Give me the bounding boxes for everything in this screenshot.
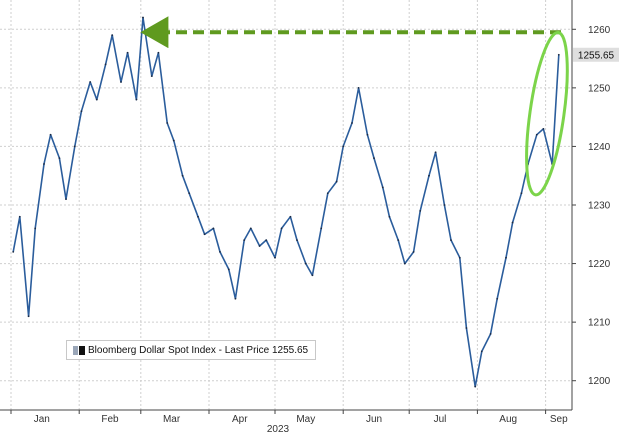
data-point (104, 63, 107, 66)
legend-swatch (73, 345, 85, 355)
data-point (311, 274, 314, 277)
x-tick-labels: Jan Feb Mar Apr May Jun Jul Aug Sep (10, 410, 568, 425)
data-point (65, 198, 67, 201)
x-tick-label: Mar (163, 414, 181, 425)
legend-label: Bloomberg Dollar Spot Index - Last Price… (88, 344, 309, 356)
data-point (381, 186, 384, 189)
data-point (18, 215, 21, 218)
data-point (428, 174, 430, 177)
data-point (203, 233, 206, 236)
x-tick-label: Jun (366, 414, 382, 425)
data-point (296, 239, 298, 242)
data-point (304, 262, 307, 265)
data-point (43, 163, 45, 165)
data-point (342, 145, 345, 148)
x-tick-label: Jul (434, 414, 447, 425)
data-point (289, 215, 292, 218)
data-point (274, 256, 276, 259)
data-point (58, 157, 61, 160)
x-tick-label: Sep (550, 414, 568, 425)
data-point (212, 227, 215, 230)
y-tick-label: 1210 (588, 318, 611, 329)
data-point (489, 332, 492, 335)
data-point (188, 192, 191, 195)
data-point (234, 297, 237, 300)
data-point (126, 51, 129, 54)
data-point (419, 209, 422, 212)
data-point (111, 34, 114, 37)
series-layer (12, 16, 560, 388)
data-point (412, 250, 415, 253)
data-point (458, 256, 461, 259)
x-year-label: 2023 (267, 424, 290, 435)
gridlines (0, 0, 572, 410)
data-point (542, 127, 545, 130)
data-point (326, 192, 329, 195)
x-tick-label: Aug (499, 414, 517, 425)
data-point (397, 239, 400, 242)
data-point (496, 297, 499, 300)
y-tick-label: 1230 (588, 201, 611, 212)
data-point (474, 385, 477, 388)
last-value-badge: 1255.65 (573, 47, 619, 62)
highlight-ellipse (525, 30, 569, 197)
data-point (443, 204, 446, 206)
data-point (219, 250, 221, 253)
data-point (12, 250, 15, 253)
series-line (12, 16, 560, 388)
data-point (249, 227, 252, 230)
data-point (157, 51, 160, 54)
x-tick-label: May (296, 414, 315, 425)
data-point (280, 227, 283, 230)
data-point (172, 139, 175, 142)
y-tick-label: 1220 (588, 259, 611, 270)
data-point (181, 174, 184, 177)
data-point (135, 98, 138, 101)
data-point (197, 215, 199, 218)
data-point (403, 262, 406, 265)
data-point (366, 133, 369, 136)
data-point (388, 215, 391, 218)
x-tick-label: Apr (232, 414, 248, 425)
data-point (120, 81, 122, 83)
data-point (80, 110, 83, 113)
data-point (511, 221, 514, 224)
last-value-label: 1255.65 (578, 50, 615, 61)
data-point (520, 192, 523, 195)
data-point (227, 268, 230, 271)
y-tick-label: 1240 (588, 142, 611, 153)
y-tick-label: 1260 (588, 25, 611, 36)
data-point (320, 227, 323, 230)
data-point (150, 75, 153, 78)
data-point (142, 16, 144, 19)
data-point (557, 53, 560, 56)
x-tick-label: Jan (34, 414, 50, 425)
x-tick-label: Feb (101, 414, 119, 425)
data-point (258, 245, 261, 247)
legend: Bloomberg Dollar Spot Index - Last Price… (66, 340, 316, 360)
data-point (49, 133, 52, 136)
data-point (505, 256, 507, 259)
data-point (89, 81, 92, 83)
data-point (243, 239, 246, 242)
data-point (27, 315, 30, 318)
y-tick-labels: 1200 1210 1220 1230 1240 1250 1260 (572, 25, 611, 387)
data-point (480, 350, 483, 353)
data-point (465, 327, 468, 329)
data-point (265, 239, 268, 242)
data-point (535, 133, 538, 136)
data-point (373, 157, 375, 160)
data-point (450, 239, 452, 242)
data-point (351, 122, 353, 124)
data-point (34, 227, 37, 230)
data-point (95, 98, 98, 101)
data-point (73, 145, 76, 148)
y-tick-label: 1250 (588, 83, 611, 94)
data-point (335, 180, 338, 183)
data-point (166, 122, 169, 124)
y-tick-label: 1200 (588, 376, 611, 387)
data-point (434, 151, 437, 154)
data-point (357, 86, 360, 89)
